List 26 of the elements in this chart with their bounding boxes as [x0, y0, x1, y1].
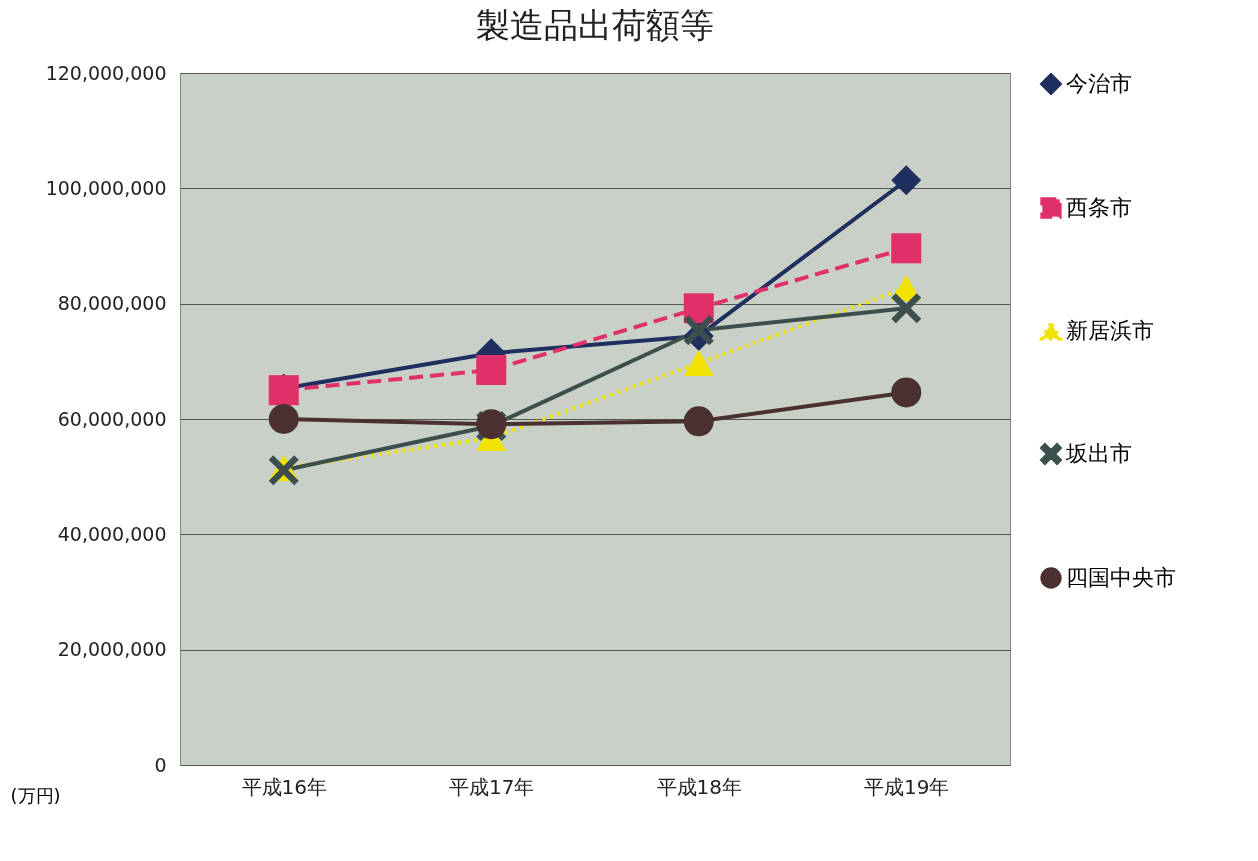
- y-tick-label: 80,000,000: [57, 292, 167, 315]
- y-tick-label: 120,000,000: [45, 61, 167, 84]
- legend-label: 坂出市: [1065, 441, 1132, 466]
- legend-label: 新居浜市: [1066, 318, 1154, 343]
- point: [268, 404, 299, 434]
- y-tick-label: 20,000,000: [57, 638, 167, 661]
- chart-title: 製造品出荷額等: [476, 5, 714, 45]
- point: [891, 377, 922, 408]
- point: [476, 354, 507, 385]
- y-axis-title: (万円): [10, 784, 61, 806]
- point: [683, 350, 714, 377]
- legend-label: 西条市: [1066, 195, 1132, 220]
- point: [891, 165, 922, 196]
- point: [683, 406, 714, 437]
- x-tick-label: 平成17年: [449, 774, 535, 799]
- legend-label: 今治市: [1066, 71, 1132, 96]
- y-tick-label: 60,000,000: [57, 407, 167, 430]
- y-tick-label: 0: [154, 753, 167, 776]
- point: [891, 233, 922, 264]
- point: [891, 293, 922, 324]
- x-tick-label: 平成19年: [864, 774, 950, 799]
- x-tick-label: 平成18年: [656, 774, 742, 799]
- y-tick-label: 40,000,000: [57, 522, 167, 545]
- legend-label: 四国中央市: [1066, 565, 1176, 590]
- y-tick-label: 100,000,000: [45, 176, 167, 199]
- x-tick-label: 平成16年: [241, 774, 327, 799]
